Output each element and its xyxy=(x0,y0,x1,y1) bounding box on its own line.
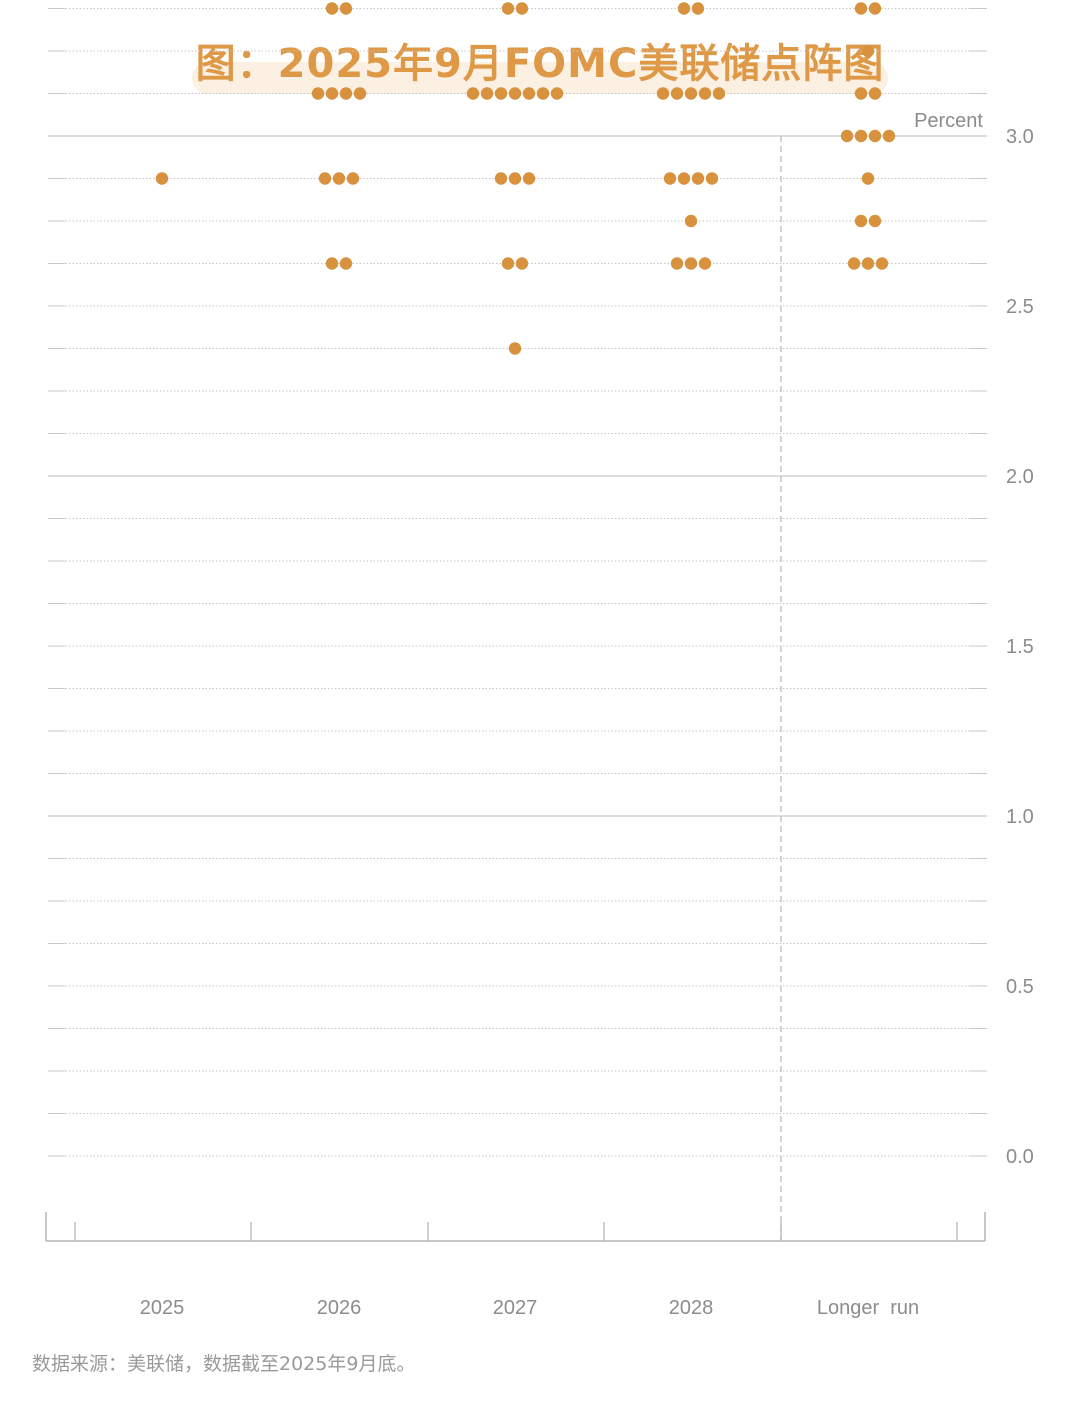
dot-2026 xyxy=(339,257,353,270)
x-category-label: 2026 xyxy=(317,1297,362,1319)
dot-longer-run xyxy=(854,129,868,143)
dot-2027 xyxy=(536,87,550,100)
dot-2028 xyxy=(684,257,698,270)
dot-longer-run xyxy=(861,257,875,270)
dot-2028 xyxy=(670,257,684,270)
dot-2026 xyxy=(325,2,339,15)
dot-2028 xyxy=(670,87,684,100)
dot-2026 xyxy=(311,87,325,100)
dot-longer-run xyxy=(868,214,882,228)
dot-longer-run xyxy=(861,172,875,185)
dot-longer-run xyxy=(861,44,875,58)
dot-longer-run xyxy=(854,2,868,15)
dot-2028 xyxy=(684,214,698,228)
dot-2027 xyxy=(494,172,508,185)
dot-2027 xyxy=(522,172,536,185)
y-tick-label: 3.0 xyxy=(1006,126,1034,148)
dot-longer-run xyxy=(847,257,861,270)
dot-2025 xyxy=(155,172,169,185)
dot-2028 xyxy=(712,87,726,100)
x-category-label: 2027 xyxy=(493,1297,538,1319)
dot-2027 xyxy=(515,2,529,15)
dot-2027 xyxy=(501,2,515,15)
y-tick-label: 1.0 xyxy=(1006,806,1034,828)
title-area: 图：2025年9月FOMC美联储点阵图 xyxy=(0,0,1080,110)
dot-longer-run xyxy=(840,129,854,143)
dot-2027 xyxy=(508,342,522,355)
dot-2027 xyxy=(508,87,522,100)
dot-2028 xyxy=(677,2,691,15)
dot-longer-run xyxy=(868,2,882,15)
y-tick-label: 2.5 xyxy=(1006,296,1034,318)
dot-2026 xyxy=(339,87,353,100)
dot-2026 xyxy=(325,87,339,100)
dot-2028 xyxy=(691,172,705,185)
dot-2027 xyxy=(466,87,480,100)
dot-2027 xyxy=(480,87,494,100)
dot-2028 xyxy=(698,257,712,270)
dot-2027 xyxy=(501,257,515,270)
dot-2028 xyxy=(656,87,670,100)
dot-2026 xyxy=(339,2,353,15)
dot-2026 xyxy=(325,257,339,270)
dot-longer-run xyxy=(854,214,868,228)
dot-2028 xyxy=(663,172,677,185)
x-category-label: 2028 xyxy=(669,1297,714,1319)
dot-longer-run xyxy=(882,129,896,143)
y-tick-label: 1.5 xyxy=(1006,636,1034,658)
dot-longer-run xyxy=(868,129,882,143)
dot-2028 xyxy=(677,172,691,185)
x-category-label: 2025 xyxy=(140,1297,185,1319)
y-tick-label: 0.0 xyxy=(1006,1146,1034,1168)
dot-2028 xyxy=(698,87,712,100)
dot-2026 xyxy=(332,172,346,185)
source-note: 数据来源：美联储，数据截至2025年9月底。 xyxy=(32,1353,416,1375)
dot-longer-run xyxy=(875,257,889,270)
y-tick-label: 2.0 xyxy=(1006,466,1034,488)
dot-2027 xyxy=(550,87,564,100)
x-category-label: Longer run xyxy=(817,1297,919,1319)
dot-2027 xyxy=(515,257,529,270)
dot-longer-run xyxy=(854,87,868,100)
dot-2027 xyxy=(494,87,508,100)
y-axis-unit-label: Percent xyxy=(914,110,983,132)
dot-2026 xyxy=(318,172,332,185)
dot-2028 xyxy=(684,87,698,100)
dot-2026 xyxy=(353,87,367,100)
dot-2028 xyxy=(705,172,719,185)
dot-2026 xyxy=(346,172,360,185)
dot-2027 xyxy=(522,87,536,100)
chart-title: 图：2025年9月FOMC美联储点阵图 xyxy=(195,41,885,87)
dot-longer-run xyxy=(868,87,882,100)
dot-2028 xyxy=(691,2,705,15)
dot-2027 xyxy=(508,172,522,185)
y-tick-label: 0.5 xyxy=(1006,976,1034,998)
